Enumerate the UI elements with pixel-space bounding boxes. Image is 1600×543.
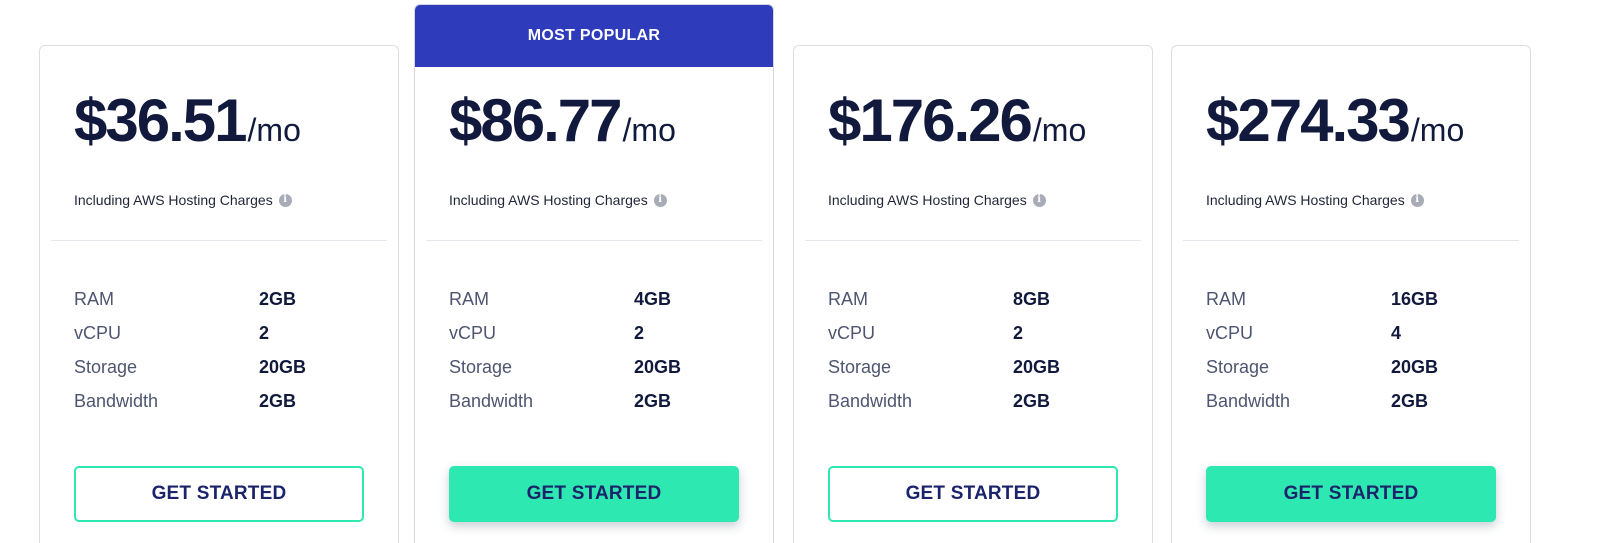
spec-row-vcpu: vCPU 2 bbox=[449, 316, 749, 350]
spec-row-ram: RAM 2GB bbox=[74, 282, 374, 316]
info-icon[interactable]: i bbox=[1410, 193, 1424, 207]
get-started-button[interactable]: GET STARTED bbox=[74, 466, 364, 522]
hosting-note: Including AWS Hosting Charges i bbox=[449, 192, 667, 208]
spec-value: 16GB bbox=[1391, 288, 1439, 309]
info-icon[interactable]: i bbox=[1032, 193, 1046, 207]
divider bbox=[1183, 240, 1519, 241]
spec-label: Storage bbox=[449, 356, 513, 377]
hosting-note: Including AWS Hosting Charges i bbox=[1206, 192, 1424, 208]
spec-label: RAM bbox=[449, 288, 489, 309]
most-popular-banner: MOST POPULAR bbox=[415, 5, 773, 67]
price-amount: $176.26 bbox=[828, 87, 1033, 154]
spec-value: 2GB bbox=[259, 288, 297, 309]
spec-value: 2GB bbox=[634, 390, 672, 411]
spec-list: RAM 16GB vCPU 4 Storage 20GB Bandwidth 2GB bbox=[1206, 282, 1506, 418]
get-started-button[interactable]: GET STARTED bbox=[1206, 466, 1496, 522]
spec-row-vcpu: vCPU 4 bbox=[1206, 316, 1506, 350]
spec-label: vCPU bbox=[74, 322, 122, 343]
divider bbox=[426, 240, 762, 241]
hosting-note-text: Including AWS Hosting Charges bbox=[74, 192, 273, 208]
info-icon[interactable]: i bbox=[278, 193, 292, 207]
price-amount: $36.51 bbox=[74, 87, 248, 154]
spec-label: RAM bbox=[828, 288, 868, 309]
hosting-note-text: Including AWS Hosting Charges bbox=[1206, 192, 1405, 208]
spec-label: Storage bbox=[74, 356, 138, 377]
spec-list: RAM 2GB vCPU 2 Storage 20GB Bandwidth 2GB bbox=[74, 282, 374, 418]
spec-label: Bandwidth bbox=[449, 390, 534, 411]
spec-value: 2 bbox=[634, 322, 645, 343]
spec-row-bandwidth: Bandwidth 2GB bbox=[828, 384, 1128, 418]
spec-value: 8GB bbox=[1013, 288, 1051, 309]
spec-value: 2GB bbox=[1391, 390, 1429, 411]
divider bbox=[51, 240, 387, 241]
spec-row-vcpu: vCPU 2 bbox=[828, 316, 1128, 350]
spec-label: RAM bbox=[74, 288, 114, 309]
plan-card-3: $176.26/mo Including AWS Hosting Charges… bbox=[793, 45, 1153, 543]
spec-row-vcpu: vCPU 2 bbox=[74, 316, 374, 350]
spec-value: 20GB bbox=[1391, 356, 1439, 377]
price-amount: $274.33 bbox=[1206, 87, 1411, 154]
spec-value: 4GB bbox=[634, 288, 672, 309]
spec-label: Storage bbox=[828, 356, 892, 377]
spec-label: Storage bbox=[1206, 356, 1270, 377]
spec-row-storage: Storage 20GB bbox=[449, 350, 749, 384]
spec-value: 2GB bbox=[259, 390, 297, 411]
hosting-note-text: Including AWS Hosting Charges bbox=[828, 192, 1027, 208]
spec-row-storage: Storage 20GB bbox=[74, 350, 374, 384]
spec-list: RAM 8GB vCPU 2 Storage 20GB Bandwidth 2GB bbox=[828, 282, 1128, 418]
divider bbox=[805, 240, 1141, 241]
spec-label: Bandwidth bbox=[1206, 390, 1291, 411]
hosting-note-text: Including AWS Hosting Charges bbox=[449, 192, 648, 208]
hosting-note: Including AWS Hosting Charges i bbox=[828, 192, 1046, 208]
plan-price: $176.26/mo bbox=[828, 86, 1086, 155]
spec-value: 20GB bbox=[634, 356, 682, 377]
spec-label: RAM bbox=[1206, 288, 1246, 309]
info-icon[interactable]: i bbox=[653, 193, 667, 207]
price-period: /mo bbox=[1410, 112, 1465, 148]
hosting-note: Including AWS Hosting Charges i bbox=[74, 192, 292, 208]
spec-row-storage: Storage 20GB bbox=[828, 350, 1128, 384]
plan-price: $86.77/mo bbox=[449, 86, 676, 155]
spec-value: 2 bbox=[259, 322, 270, 343]
spec-label: vCPU bbox=[1206, 322, 1254, 343]
spec-label: vCPU bbox=[828, 322, 876, 343]
spec-row-ram: RAM 16GB bbox=[1206, 282, 1506, 316]
spec-row-storage: Storage 20GB bbox=[1206, 350, 1506, 384]
price-period: /mo bbox=[247, 112, 301, 148]
spec-row-bandwidth: Bandwidth 2GB bbox=[74, 384, 374, 418]
spec-label: Bandwidth bbox=[828, 390, 913, 411]
spec-value: 20GB bbox=[1013, 356, 1061, 377]
spec-value: 2 bbox=[1013, 322, 1024, 343]
get-started-button[interactable]: GET STARTED bbox=[828, 466, 1118, 522]
spec-label: vCPU bbox=[449, 322, 497, 343]
get-started-button[interactable]: GET STARTED bbox=[449, 466, 739, 522]
spec-label: Bandwidth bbox=[74, 390, 159, 411]
plan-card-4: $274.33/mo Including AWS Hosting Charges… bbox=[1171, 45, 1531, 543]
price-period: /mo bbox=[1032, 112, 1087, 148]
spec-row-bandwidth: Bandwidth 2GB bbox=[449, 384, 749, 418]
price-period: /mo bbox=[622, 112, 676, 148]
spec-value: 2GB bbox=[1013, 390, 1051, 411]
plan-card-2: MOST POPULAR $86.77/mo Including AWS Hos… bbox=[414, 4, 774, 543]
price-amount: $86.77 bbox=[449, 87, 623, 154]
spec-row-ram: RAM 4GB bbox=[449, 282, 749, 316]
spec-value: 4 bbox=[1391, 322, 1402, 343]
spec-value: 20GB bbox=[259, 356, 307, 377]
plan-price: $36.51/mo bbox=[74, 86, 301, 155]
plan-card-1: $36.51/mo Including AWS Hosting Charges … bbox=[39, 45, 399, 543]
spec-row-bandwidth: Bandwidth 2GB bbox=[1206, 384, 1506, 418]
spec-list: RAM 4GB vCPU 2 Storage 20GB Bandwidth 2GB bbox=[449, 282, 749, 418]
spec-row-ram: RAM 8GB bbox=[828, 282, 1128, 316]
plan-price: $274.33/mo bbox=[1206, 86, 1464, 155]
